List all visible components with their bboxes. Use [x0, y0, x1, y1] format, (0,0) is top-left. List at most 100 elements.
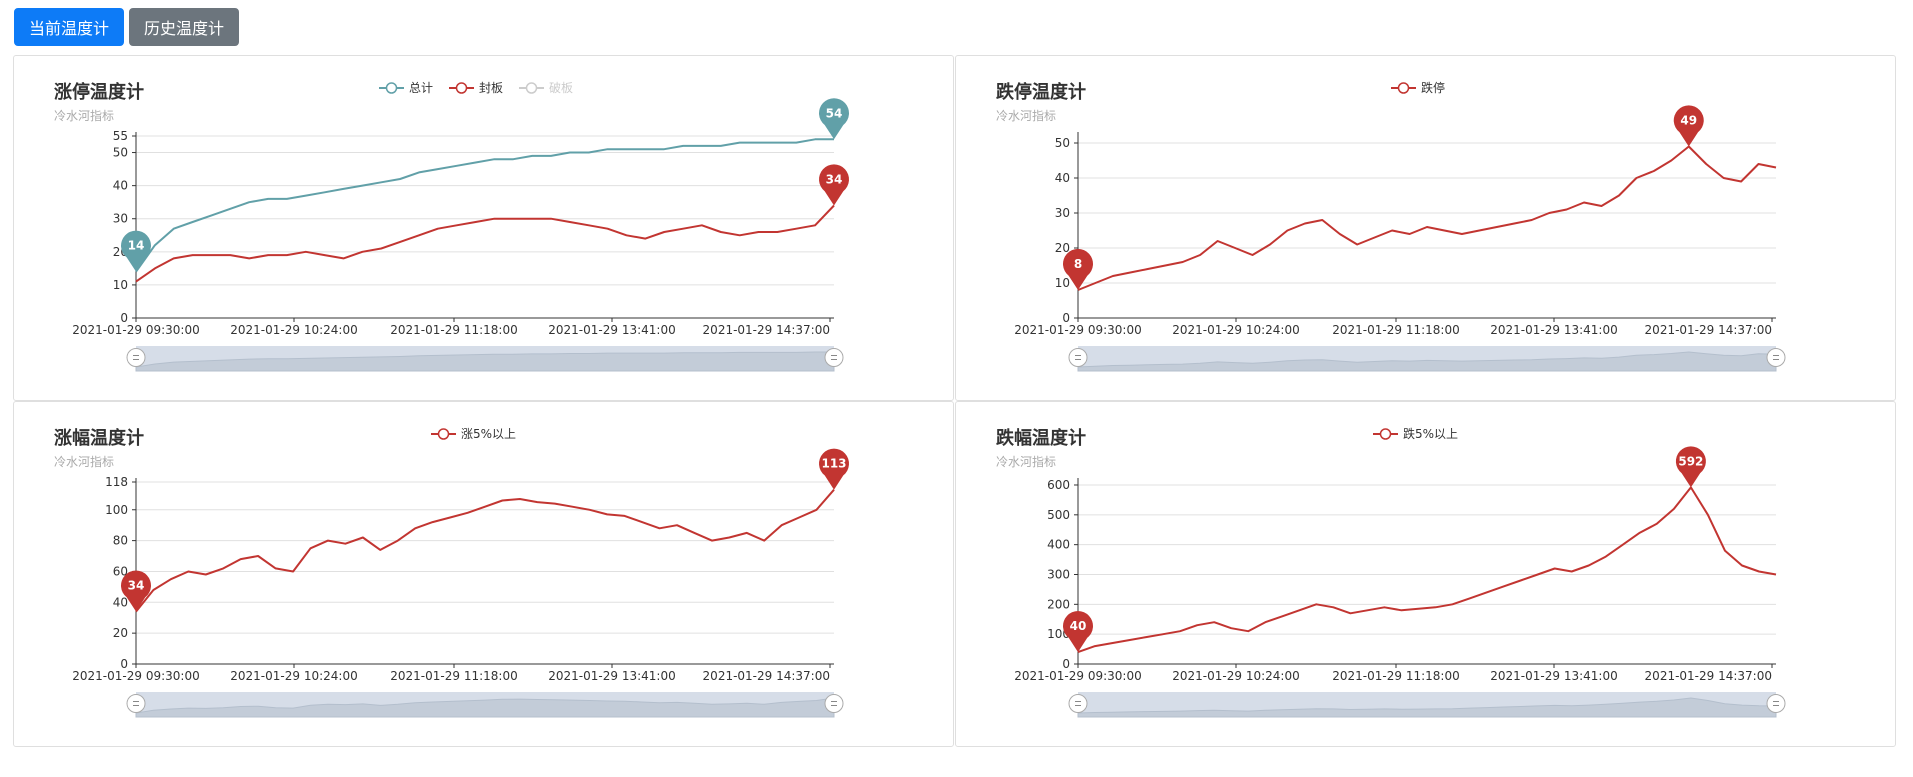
chart-title: 涨幅温度计: [54, 427, 144, 449]
history-thermometer-button[interactable]: 历史温度计: [129, 8, 240, 46]
x-tick-label: 2021-01-29 14:37:00: [1645, 669, 1772, 683]
chart-title: 跌幅温度计: [996, 427, 1086, 449]
x-tick-label: 2021-01-29 11:18:00: [390, 323, 517, 337]
legend-label: 跌5%以上: [1403, 426, 1458, 441]
y-tick-label: 400: [1047, 538, 1070, 552]
y-tick-label: 40: [113, 179, 128, 193]
legend-item-1[interactable]: 封板: [449, 81, 503, 95]
y-tick-label: 0: [120, 657, 128, 671]
datazoom-right-handle[interactable]: [824, 694, 844, 713]
series-line-0: [135, 138, 834, 273]
datazoom-preview: [135, 697, 835, 718]
marker-label: 40: [1070, 619, 1087, 633]
x-tick-label: 2021-01-29 13:41:00: [1490, 323, 1617, 337]
legend-label: 跌停: [1421, 80, 1445, 95]
y-tick-label: 300: [1047, 567, 1070, 581]
datazoom-right-handle[interactable]: [1766, 348, 1786, 367]
y-tick-label: 0: [120, 311, 128, 325]
fall-chart-card: 跌幅温度计 冷水河指标 跌5%以上 0 100 200 300 400 500 600 2021-0…: [955, 401, 1896, 747]
x-tick-label: 2021-01-29 10:24:00: [230, 323, 357, 337]
marker-label: 49: [1680, 114, 1697, 128]
x-tick-label: 2021-01-29 11:18:00: [1332, 669, 1459, 683]
legend-circle-icon: [455, 82, 468, 94]
pin-shape-icon: [121, 230, 151, 272]
pin-shape-icon: [1673, 105, 1704, 147]
x-tick-label: 2021-01-29 10:24:00: [230, 669, 357, 683]
limit-up-chart-card: 涨停温度计 冷水河指标 总计 封板 破板 0 10 20 30 40 50 55 2021-01-29 …: [13, 55, 954, 401]
datazoom-left-handle[interactable]: [126, 348, 146, 367]
chart-subtitle: 冷水河指标: [996, 108, 1056, 123]
chart-subtitle: 冷水河指标: [54, 454, 114, 469]
legend-circle-icon: [525, 82, 538, 94]
x-tick-label: 2021-01-29 14:37:00: [703, 669, 830, 683]
y-tick-label: 30: [113, 212, 128, 226]
x-tick-label: 2021-01-29 13:41:00: [548, 669, 675, 683]
y-tick-label: 118: [105, 475, 128, 489]
y-tick-label: 0: [1062, 311, 1070, 325]
y-tick-label: 600: [1047, 478, 1070, 492]
y-tick-label: 50: [113, 146, 128, 160]
series-line-1: [135, 204, 835, 283]
legend-label: 涨5%以上: [461, 426, 516, 441]
legend-circle-icon: [437, 428, 450, 440]
legend-circle-icon: [1397, 82, 1410, 94]
series-line-0: [1077, 145, 1777, 291]
datazoom-right-handle[interactable]: [1766, 694, 1786, 713]
chart-subtitle: 冷水河指标: [996, 454, 1056, 469]
x-tick-label: 2021-01-29 09:30:00: [72, 323, 199, 337]
y-tick-label: 500: [1047, 508, 1070, 522]
y-tick-label: 50: [1055, 136, 1070, 150]
datazoom-left-handle[interactable]: [1068, 694, 1088, 713]
datazoom-right-handle[interactable]: [824, 348, 844, 367]
y-tick-label: 200: [1047, 597, 1070, 611]
current-thermometer-button[interactable]: 当前温度计: [14, 8, 125, 46]
x-tick-label: 2021-01-29 14:37:00: [1645, 323, 1772, 337]
pin-shape-icon: [1063, 248, 1093, 290]
rise-chart-card: 涨幅温度计 冷水河指标 涨5%以上 0 20 40 60 80 100 118 2021-01-29…: [13, 401, 954, 747]
y-tick-label: 40: [1055, 171, 1070, 185]
marker-pin: 592: [1675, 446, 1706, 488]
y-tick-label: 20: [1055, 241, 1070, 255]
pin-shape-icon: [819, 98, 850, 140]
x-tick-label: 2021-01-29 13:41:00: [1490, 669, 1617, 683]
x-tick-label: 2021-01-29 09:30:00: [1014, 323, 1141, 337]
x-tick-label: 2021-01-29 09:30:00: [72, 669, 199, 683]
y-tick-label: 100: [105, 503, 128, 517]
marker-pin: 14: [121, 230, 151, 272]
x-tick-label: 2021-01-29 11:18:00: [1332, 323, 1459, 337]
marker-label: 592: [1678, 454, 1703, 468]
x-tick-label: 2021-01-29 11:18:00: [390, 669, 517, 683]
legend-item-0[interactable]: 跌停: [1391, 80, 1445, 95]
legend-circle-icon: [1379, 428, 1392, 440]
chart-title: 跌停温度计: [996, 81, 1086, 103]
x-tick-label: 2021-01-29 09:30:00: [1014, 669, 1141, 683]
legend-item-0[interactable]: 总计: [379, 81, 433, 95]
datazoom-left-handle[interactable]: [1068, 348, 1088, 367]
y-tick-label: 30: [1055, 206, 1070, 220]
marker-label: 8: [1074, 257, 1082, 271]
marker-pin: 40: [1063, 611, 1093, 653]
legend-item-0[interactable]: 跌5%以上: [1373, 426, 1458, 441]
legend-label: 破板: [549, 80, 573, 95]
fall-chart: 跌幅温度计冷水河指标跌5%以上01002003004005006002021-0…: [996, 426, 1786, 718]
pin-shape-icon: [819, 448, 850, 490]
y-tick-label: 10: [1055, 276, 1070, 290]
pin-shape-icon: [1675, 446, 1706, 488]
legend-item-0[interactable]: 涨5%以上: [431, 426, 516, 441]
x-tick-label: 2021-01-29 13:41:00: [548, 323, 675, 337]
x-tick-label: 2021-01-29 14:37:00: [703, 323, 830, 337]
marker-pin: 34: [819, 164, 849, 206]
legend-item-2[interactable]: 破板: [519, 80, 573, 95]
toolbar: 当前温度计 历史温度计: [14, 8, 240, 46]
marker-pin: 34: [121, 570, 151, 612]
series-line-0: [1077, 486, 1777, 654]
y-tick-label: 10: [113, 278, 128, 292]
legend-label: 总计: [409, 81, 433, 95]
datazoom-left-handle[interactable]: [126, 694, 146, 713]
series-line-0: [135, 489, 835, 613]
chart-subtitle: 冷水河指标: [54, 108, 114, 123]
y-tick-label: 0: [1062, 657, 1070, 671]
marker-pin: 8: [1063, 248, 1093, 290]
